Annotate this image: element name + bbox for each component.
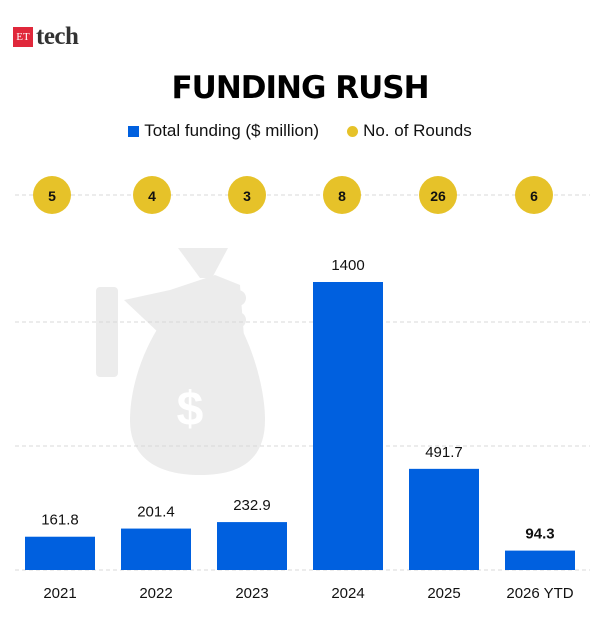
chart-title: FUNDING RUSH (171, 70, 429, 106)
rounds-label: 4 (148, 188, 156, 204)
data-label: 232.9 (233, 497, 271, 514)
bar-2021 (25, 536, 95, 570)
money-bag-in-hand-icon: $ (96, 248, 265, 475)
x-tick-label: 2025 (427, 585, 460, 602)
legend: Total funding ($ million) No. of Rounds (0, 121, 600, 141)
rounds-circle (419, 176, 457, 214)
svg-text:$: $ (177, 383, 204, 436)
x-tick-label: 2021 (43, 585, 76, 602)
rounds-circle (228, 176, 266, 214)
data-label: 161.8 (41, 512, 79, 529)
legend-swatch-rounds (347, 125, 359, 137)
legend-label-rounds: No. of Rounds (363, 121, 472, 140)
rounds-label: 5 (48, 188, 56, 204)
bar-2023 (217, 522, 287, 570)
data-label: 201.4 (137, 504, 175, 521)
bar-2026-YTD (505, 550, 575, 570)
legend-label-funding: Total funding ($ million) (144, 121, 320, 140)
logo-tech: tech (36, 23, 79, 50)
x-tick-label: 2022 (139, 585, 172, 602)
rounds-circle (323, 176, 361, 214)
legend-swatch-funding (128, 125, 140, 137)
rounds-label: 3 (243, 188, 251, 204)
bar-2024 (313, 282, 383, 570)
data-label: 1400 (331, 257, 364, 274)
rounds-label: 8 (338, 188, 346, 204)
x-tick-label: 2026 YTD (506, 585, 573, 602)
et-tech-logo: ET tech (13, 23, 79, 50)
rounds-circle (33, 176, 71, 214)
bar-2022 (121, 528, 191, 570)
rounds-circle (515, 176, 553, 214)
bar-2025 (409, 468, 479, 570)
data-label: 491.7 (425, 444, 463, 461)
data-label: 94.3 (525, 526, 554, 543)
x-tick-label: 2024 (331, 585, 364, 602)
logo-et: ET (13, 27, 33, 47)
rounds-label: 6 (530, 188, 538, 204)
rounds-label: 26 (430, 188, 446, 204)
x-tick-label: 2023 (235, 585, 268, 602)
rounds-circle (133, 176, 171, 214)
